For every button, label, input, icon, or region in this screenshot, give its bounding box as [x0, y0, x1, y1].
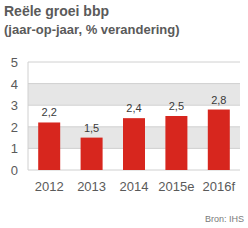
- y-tick-label: 5: [11, 55, 18, 70]
- x-tick-label: 2015e: [158, 179, 194, 194]
- y-tick-label: 3: [11, 98, 18, 113]
- data-label: 2,8: [211, 94, 226, 106]
- chart: Reële groei bbp (jaar-op-jaar, % verander…: [0, 0, 248, 228]
- y-axis: [28, 62, 29, 170]
- x-tick-label: 2016f: [203, 179, 236, 194]
- data-label: 2,4: [126, 102, 141, 114]
- y-tick-label: 1: [11, 141, 18, 156]
- bar: [123, 118, 145, 170]
- bar: [208, 110, 230, 170]
- data-label: 2,2: [42, 106, 57, 118]
- x-tick-label: 2012: [35, 179, 64, 194]
- y-tick-label: 4: [11, 77, 18, 92]
- x-tick-label: 2013: [77, 179, 106, 194]
- y-tick-label: 2: [11, 120, 18, 135]
- grid-line: [28, 83, 240, 84]
- data-label: 2,5: [169, 100, 184, 112]
- bar: [81, 138, 103, 170]
- grid-line: [28, 62, 240, 63]
- bars: [38, 110, 230, 170]
- subtitle: (jaar-op-jaar, % verandering): [4, 22, 180, 37]
- bar: [38, 122, 60, 170]
- x-tick-label: 2014: [120, 179, 149, 194]
- chart-container: Reële groei bbp (jaar-op-jaar, % verander…: [0, 0, 248, 228]
- grid: [28, 62, 240, 170]
- title: Reële groei bbp: [4, 3, 109, 19]
- data-label: 1,5: [84, 122, 99, 134]
- bar: [165, 116, 187, 170]
- y-tick-label: 0: [11, 163, 18, 178]
- source: Bron: IHS: [205, 214, 244, 224]
